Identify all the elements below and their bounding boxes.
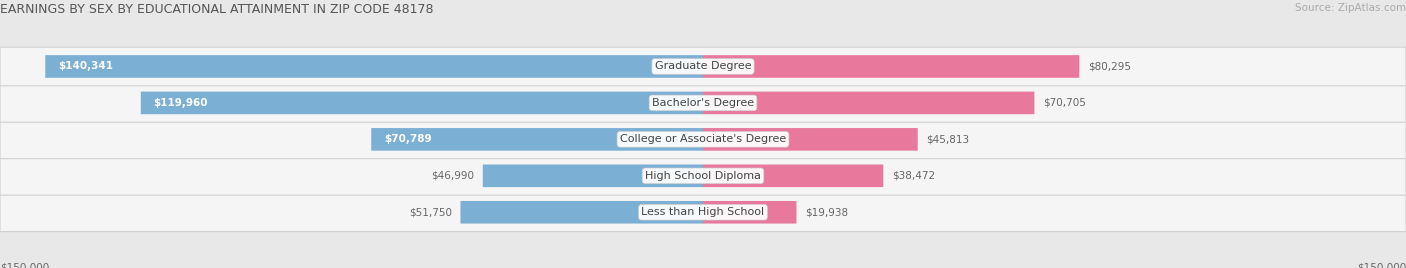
FancyBboxPatch shape [703, 55, 1080, 78]
FancyBboxPatch shape [703, 165, 883, 187]
Text: $19,938: $19,938 [804, 207, 848, 217]
Text: $150,000: $150,000 [1357, 263, 1406, 268]
FancyBboxPatch shape [0, 193, 1406, 232]
Text: $150,000: $150,000 [0, 263, 49, 268]
FancyBboxPatch shape [0, 120, 1406, 159]
Text: High School Diploma: High School Diploma [645, 171, 761, 181]
Text: $38,472: $38,472 [891, 171, 935, 181]
Text: Source: ZipAtlas.com: Source: ZipAtlas.com [1295, 3, 1406, 13]
FancyBboxPatch shape [703, 128, 918, 151]
FancyBboxPatch shape [703, 92, 1035, 114]
FancyBboxPatch shape [0, 157, 1406, 195]
FancyBboxPatch shape [45, 55, 703, 78]
FancyBboxPatch shape [371, 128, 703, 151]
Text: $119,960: $119,960 [153, 98, 208, 108]
Text: Less than High School: Less than High School [641, 207, 765, 217]
Text: $140,341: $140,341 [58, 61, 112, 72]
Text: EARNINGS BY SEX BY EDUCATIONAL ATTAINMENT IN ZIP CODE 48178: EARNINGS BY SEX BY EDUCATIONAL ATTAINMEN… [0, 3, 433, 16]
FancyBboxPatch shape [0, 84, 1406, 122]
Text: College or Associate's Degree: College or Associate's Degree [620, 134, 786, 144]
FancyBboxPatch shape [703, 201, 796, 224]
Text: $70,789: $70,789 [384, 134, 432, 144]
Text: $51,750: $51,750 [409, 207, 453, 217]
Text: Graduate Degree: Graduate Degree [655, 61, 751, 72]
Text: $70,705: $70,705 [1043, 98, 1085, 108]
FancyBboxPatch shape [461, 201, 703, 224]
FancyBboxPatch shape [482, 165, 703, 187]
FancyBboxPatch shape [141, 92, 703, 114]
Text: $80,295: $80,295 [1088, 61, 1130, 72]
Text: $46,990: $46,990 [432, 171, 474, 181]
Legend: Male, Female: Male, Female [638, 263, 768, 268]
FancyBboxPatch shape [0, 47, 1406, 86]
Text: $45,813: $45,813 [927, 134, 969, 144]
Text: Bachelor's Degree: Bachelor's Degree [652, 98, 754, 108]
